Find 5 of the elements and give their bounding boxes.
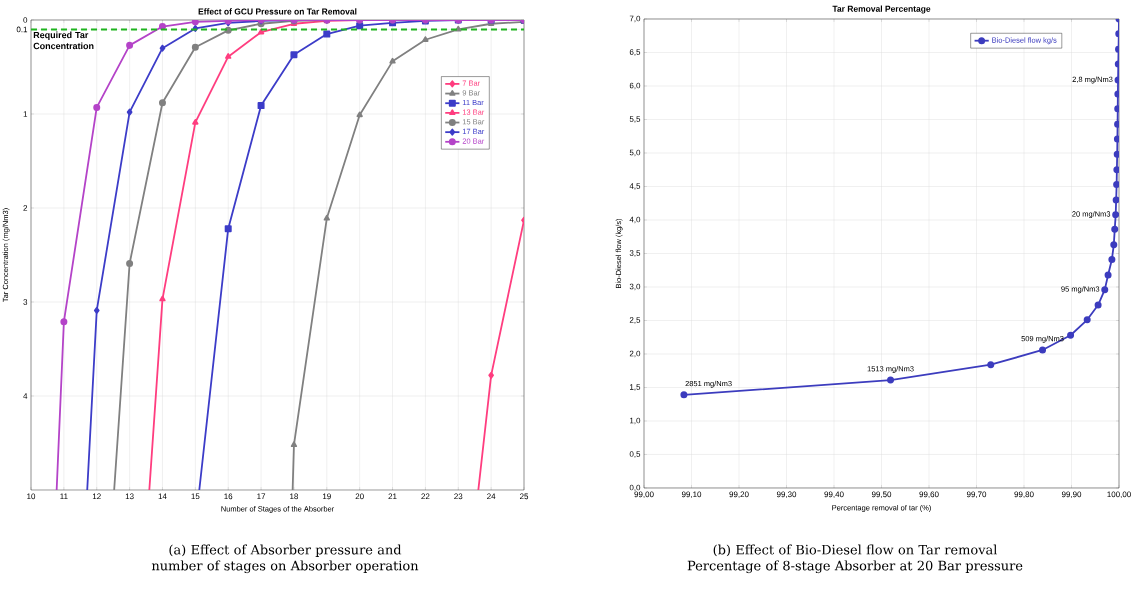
chart-title: Tar Removal Percentage	[832, 5, 931, 14]
ref-line-label: Required Tar Concentration	[33, 31, 94, 50]
text: (a) Effect of Absorber pressure and number of stages on Absorber operation	[151, 544, 419, 574]
chart-title: Effect of GCU Pressure on Tar Removal	[198, 8, 357, 15]
text: (b) Effect of Bio-Diesel flow on Tar removal Percentage of 8-stage Absorber at 20 Bar pressure	[687, 544, 1023, 574]
